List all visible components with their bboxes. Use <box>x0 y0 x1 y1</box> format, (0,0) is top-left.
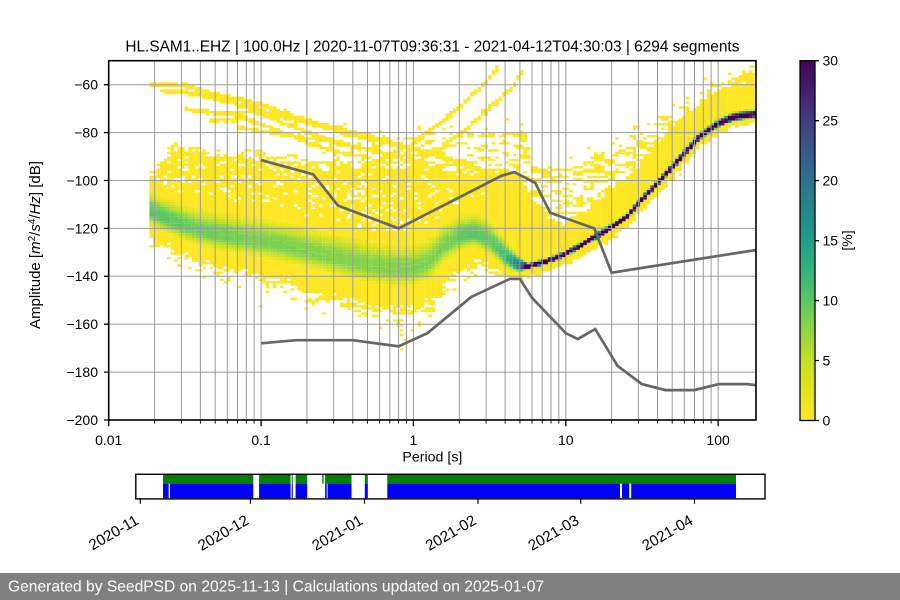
svg-text:0.01: 0.01 <box>95 432 122 448</box>
svg-text:0.1: 0.1 <box>251 432 271 448</box>
svg-text:Generated by SeedPSD on 2025-1: Generated by SeedPSD on 2025-11-13 | Cal… <box>8 579 544 596</box>
svg-text:100: 100 <box>706 432 730 448</box>
svg-text:10: 10 <box>558 432 574 448</box>
svg-text:15: 15 <box>823 233 839 249</box>
svg-text:5: 5 <box>823 352 831 368</box>
svg-text:−180: −180 <box>66 364 98 380</box>
svg-text:2020-12: 2020-12 <box>195 512 252 555</box>
svg-text:30: 30 <box>823 53 839 69</box>
svg-text:[%]: [%] <box>839 230 855 250</box>
svg-text:10: 10 <box>823 293 839 309</box>
svg-text:−140: −140 <box>66 268 98 284</box>
svg-text:2021-02: 2021-02 <box>423 512 480 555</box>
svg-text:HL.SAM1..EHZ | 100.0Hz | 2020-: HL.SAM1..EHZ | 100.0Hz | 2020-11-07T09:3… <box>125 39 739 56</box>
svg-text:−160: −160 <box>66 316 98 332</box>
svg-text:2020-11: 2020-11 <box>86 512 142 554</box>
svg-text:2021-03: 2021-03 <box>525 512 582 555</box>
svg-text:Amplitude [m2/s4/Hz] [dB]: Amplitude [m2/s4/Hz] [dB] <box>27 161 44 329</box>
svg-text:−100: −100 <box>66 172 98 188</box>
svg-text:20: 20 <box>823 173 839 189</box>
svg-text:2021-01: 2021-01 <box>309 512 366 555</box>
svg-text:Period [s]: Period [s] <box>402 450 462 466</box>
svg-text:−200: −200 <box>66 412 98 428</box>
svg-text:−60: −60 <box>74 77 98 93</box>
svg-text:0: 0 <box>823 412 831 428</box>
svg-text:−120: −120 <box>66 220 98 236</box>
svg-text:25: 25 <box>823 113 839 129</box>
svg-text:1: 1 <box>410 432 418 448</box>
svg-text:−80: −80 <box>74 125 98 141</box>
svg-text:2021-04: 2021-04 <box>639 512 696 555</box>
